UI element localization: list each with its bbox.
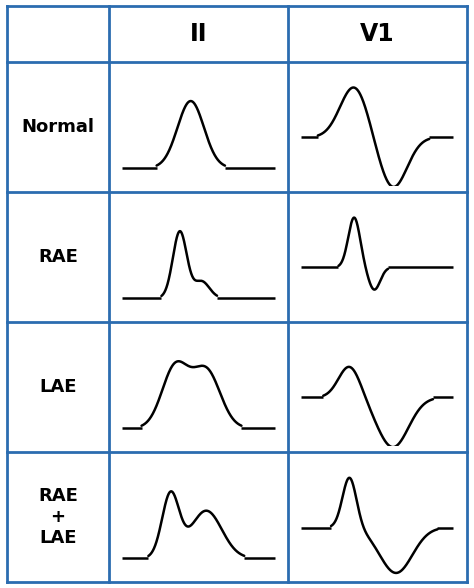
Text: V1: V1: [360, 22, 395, 46]
Text: RAE: RAE: [38, 248, 78, 266]
Text: Normal: Normal: [21, 118, 95, 136]
Text: RAE
+
LAE: RAE + LAE: [38, 487, 78, 547]
Text: II: II: [190, 22, 207, 46]
Text: LAE: LAE: [39, 378, 77, 396]
